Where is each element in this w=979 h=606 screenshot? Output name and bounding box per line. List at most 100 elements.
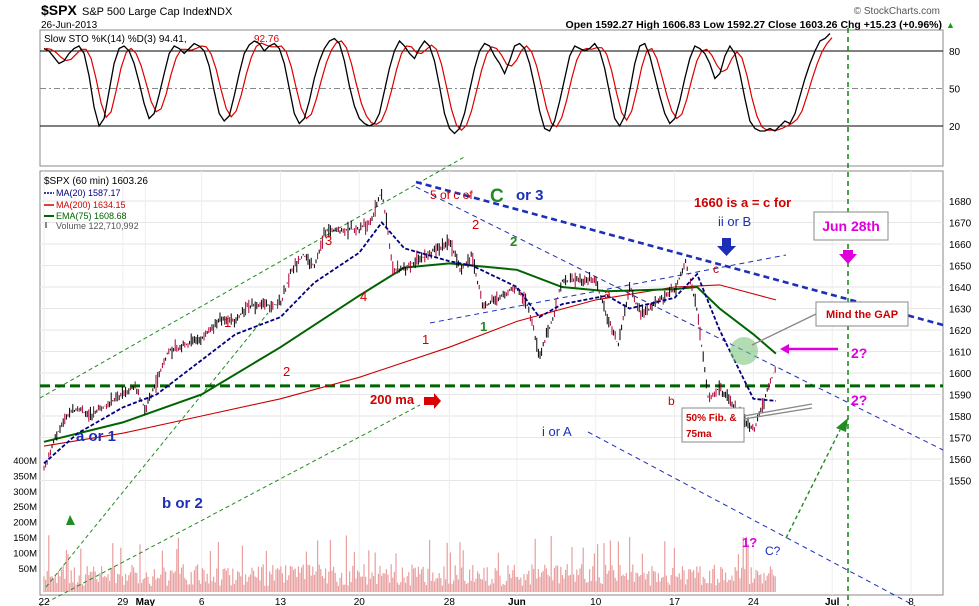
volume-bar: [561, 575, 563, 592]
volume-bar: [577, 575, 579, 592]
volume-bar: [305, 551, 307, 592]
volume-bar: [518, 579, 520, 592]
label-1660-note: 1660 is a = c for: [694, 195, 791, 210]
volume-bar: [571, 547, 573, 592]
volume-bar: [355, 578, 357, 592]
volume-bar: [592, 566, 594, 592]
volume-bar: [165, 571, 167, 592]
volume-bar: [302, 564, 304, 592]
volume-bar: [115, 583, 117, 592]
volume-bar: [766, 575, 768, 592]
volume-bar: [606, 573, 608, 592]
volume-bar: [665, 575, 667, 592]
volume-bar: [664, 541, 666, 592]
volume-bar: [320, 569, 322, 592]
sto-tick-label: 80: [949, 47, 961, 58]
volume-bar: [472, 565, 474, 592]
volume-bar: [187, 584, 189, 592]
volume-bar: [323, 578, 325, 592]
volume-bar: [401, 567, 403, 592]
volume-bar: [104, 576, 106, 592]
volume-bar: [142, 579, 144, 592]
sto-k-line: [43, 33, 831, 135]
x-tick-label: May: [136, 597, 156, 606]
volume-bar: [69, 583, 71, 592]
volume-bar: [307, 564, 309, 592]
volume-bar: [67, 554, 69, 592]
volume-bar: [413, 568, 415, 592]
volume-bar: [331, 570, 333, 592]
volume-bar: [227, 567, 229, 592]
volume-bar: [525, 580, 527, 592]
volume-bar: [277, 568, 279, 592]
volume-bar: [147, 576, 149, 592]
volume-bar: [70, 570, 72, 592]
volume-bar: [598, 577, 600, 592]
volume-bar: [397, 582, 399, 592]
volume-bar: [270, 574, 272, 592]
volume-bar: [510, 578, 512, 592]
volume-bar: [93, 566, 95, 592]
volume-bar: [731, 575, 733, 592]
price-grid: [40, 171, 943, 595]
volume-bar: [45, 579, 47, 592]
volume-bar: [264, 585, 266, 592]
volume-bar: [430, 580, 432, 592]
volume-bar: [288, 575, 290, 592]
volume-bar: [198, 580, 200, 592]
volume-bar: [233, 583, 235, 592]
volume-bar: [213, 576, 215, 592]
volume-bar: [312, 566, 314, 592]
volume-bar: [702, 576, 704, 592]
volume-bar: [349, 571, 351, 592]
x-tick-label: 24: [748, 597, 760, 606]
volume-bar: [469, 569, 471, 592]
volume-bar: [512, 570, 514, 592]
ema75-line: [43, 262, 777, 443]
up-arrow-left-icon: [66, 515, 75, 525]
volume-bar: [726, 582, 728, 592]
volume-bar: [673, 548, 675, 592]
volume-bar: [638, 576, 640, 592]
x-tick-label: 22: [38, 597, 50, 606]
volume-bar: [293, 569, 295, 592]
volume-bar: [600, 583, 602, 592]
volume-bar: [179, 573, 181, 592]
volume-bar: [723, 580, 725, 592]
legend-volume-swatch: [45, 222, 47, 228]
volume-bar: [278, 569, 280, 592]
volume-bar: [88, 575, 90, 592]
volume-bar: [197, 564, 199, 592]
volume-bar: [685, 584, 687, 592]
volume-bar: [707, 583, 709, 592]
volume-bar: [321, 576, 323, 592]
volume-bar: [395, 553, 397, 592]
volume-bar: [678, 573, 680, 592]
volume-bar: [445, 579, 447, 592]
volume-bar: [171, 570, 173, 592]
exchange: INDX: [206, 6, 233, 18]
volume-bar: [435, 578, 437, 592]
sto-d-line: [45, 37, 833, 132]
volume-bar: [317, 540, 319, 592]
volume-bar: [688, 569, 690, 592]
price-legend: $SPX (60 min) 1603.26 MA(20) 1587.17 MA(…: [44, 176, 148, 231]
x-tick-label: 10: [590, 597, 602, 606]
volume-bar: [611, 565, 613, 592]
volume-bar: [216, 568, 218, 592]
volume-bar: [584, 578, 586, 592]
volume-bar: [48, 535, 50, 592]
volume-bar: [406, 576, 408, 592]
volume-bar: [389, 582, 391, 592]
volume-bar: [481, 579, 483, 592]
main-downtrend-line: [415, 180, 944, 327]
volume-bar: [145, 572, 147, 592]
volume-bar: [728, 579, 730, 592]
volume-bar: [582, 547, 584, 592]
volume-bar: [744, 569, 746, 592]
volume-bar: [712, 569, 714, 592]
volume-bar: [230, 585, 232, 592]
volume-bar: [155, 579, 157, 592]
volume-bar: [533, 568, 535, 592]
volume-bar: [61, 569, 63, 592]
